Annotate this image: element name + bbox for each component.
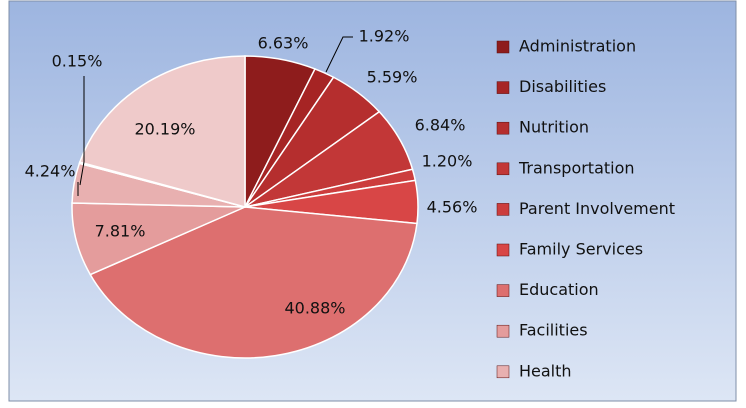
legend-swatch [496,40,510,54]
legend-swatch [496,284,510,297]
legend-label: Parent Involvement [519,199,675,218]
legend: Administration Disabilities Nutrition Trans… [496,37,675,380]
data-label: 1.92% [359,27,410,46]
legend-swatch [496,81,510,94]
leader-line [79,76,85,186]
legend-swatch [496,243,510,257]
legend-label: Administration [519,37,636,56]
data-label: 5.59% [367,68,418,87]
legend-swatch [496,121,510,135]
labels: 6.63% 1.92% 5.59% 6.84% 1.20% 4.56% 40.88% 7.81… [25,27,478,318]
data-label: 4.24% [25,162,76,181]
legend-swatch [496,324,510,338]
pie [71,55,419,359]
data-label: 4.56% [427,198,478,217]
data-label: 40.88% [284,299,345,318]
leader-line [325,36,353,73]
legend-swatch [496,203,510,216]
legend-label: Facilities [519,321,588,340]
legend-swatch [496,365,510,379]
legend-label: Health [519,361,572,380]
data-label: 1.20% [422,152,473,171]
data-label: 6.63% [258,34,309,53]
data-label: 7.81% [95,222,146,241]
pie-slice [78,55,246,208]
legend-label: Education [519,280,599,299]
legend-swatch [496,162,510,176]
legend-label: Transportation [518,158,635,177]
data-label: 6.84% [415,116,466,135]
legend-label: Disabilities [519,77,606,96]
data-label: 20.19% [134,120,195,139]
legend-label: Nutrition [519,118,589,137]
legend-label: Family Services [519,240,643,259]
data-label: 0.15% [52,52,103,71]
pie-slice [89,206,418,359]
